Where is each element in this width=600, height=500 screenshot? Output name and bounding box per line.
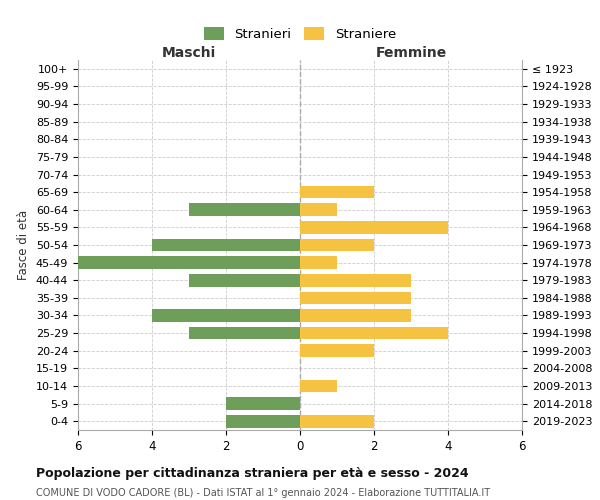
Legend: Stranieri, Straniere: Stranieri, Straniere (199, 22, 401, 46)
Bar (300, 256, 337, 269)
Bar (152, 238, 300, 252)
Bar (152, 309, 300, 322)
Y-axis label: Anni di nascita: Anni di nascita (599, 202, 600, 288)
Bar (189, 204, 300, 216)
Text: Maschi: Maschi (162, 46, 216, 60)
Bar (78, 256, 300, 269)
Bar (300, 327, 448, 340)
Bar (300, 204, 337, 216)
Text: COMUNE DI VODO CADORE (BL) - Dati ISTAT al 1° gennaio 2024 - Elaborazione TUTTIT: COMUNE DI VODO CADORE (BL) - Dati ISTAT … (36, 488, 490, 498)
Bar (189, 274, 300, 286)
Bar (300, 238, 374, 252)
Bar (226, 415, 300, 428)
Bar (300, 380, 337, 392)
Y-axis label: Fasce di età: Fasce di età (17, 210, 31, 280)
Bar (226, 397, 300, 410)
Text: Popolazione per cittadinanza straniera per età e sesso - 2024: Popolazione per cittadinanza straniera p… (36, 468, 469, 480)
Bar (300, 186, 374, 198)
Bar (300, 221, 448, 234)
Bar (300, 292, 411, 304)
Bar (189, 327, 300, 340)
Text: Femmine: Femmine (376, 46, 446, 60)
Bar (300, 415, 374, 428)
Bar (300, 344, 374, 357)
Bar (300, 309, 411, 322)
Bar (300, 274, 411, 286)
